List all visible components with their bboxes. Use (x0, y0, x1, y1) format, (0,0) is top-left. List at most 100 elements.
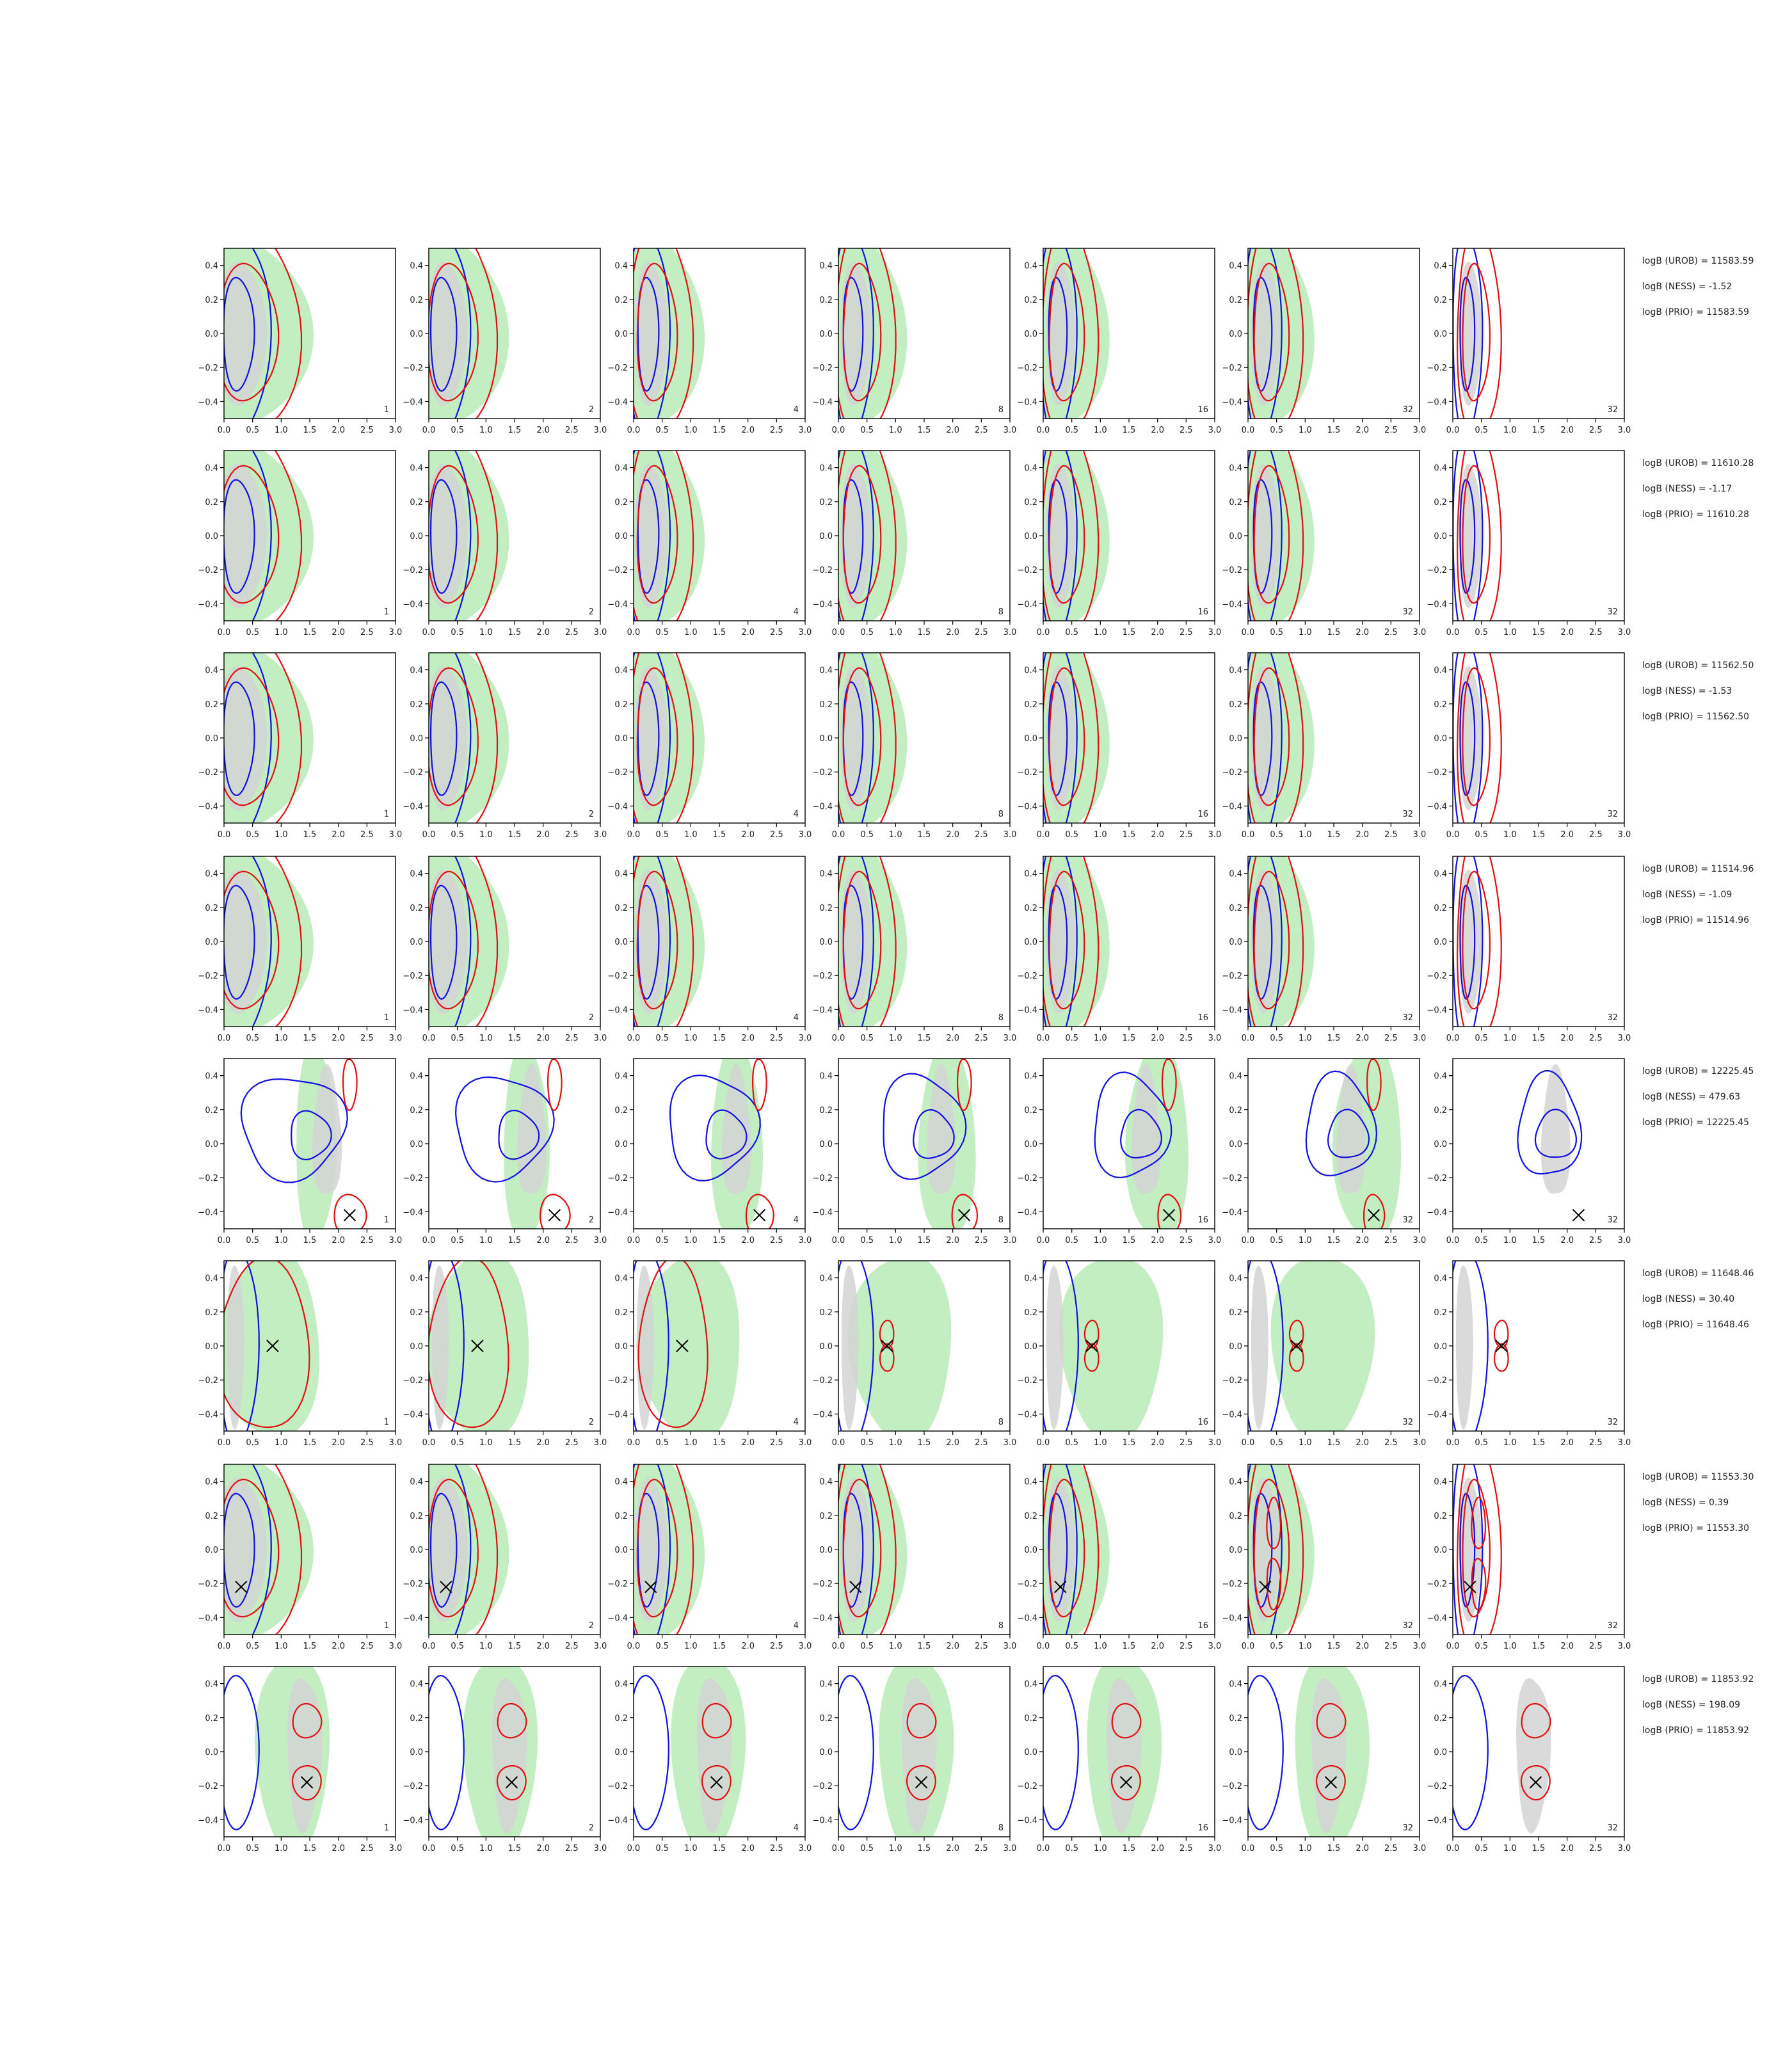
panel: 0.0 0.5 1.0 1.5 2.0 2.5 3.0 0.4 0.2 0.0 −0.2 −0.4 32 (1222, 856, 1426, 1043)
y-tick-label: 0.0 (614, 1140, 628, 1149)
x-tick-label: 1.5 (303, 426, 317, 435)
x-tick-label: 3.0 (1208, 1034, 1222, 1043)
true-value-marker (440, 1580, 452, 1594)
x-tick-label: 1.0 (1503, 1236, 1517, 1245)
y-tick-label: −0.4 (812, 1816, 833, 1825)
x-tick-label: 2.5 (565, 628, 579, 637)
x-tick-label: 1.5 (713, 1642, 726, 1651)
x-tick-label: 3.0 (594, 1844, 607, 1853)
y-tick-label: 0.0 (819, 1342, 833, 1352)
y-tick-label: −0.4 (1222, 1005, 1242, 1015)
kde-gray (1107, 1678, 1142, 1834)
contour-blue-outer (1043, 451, 1078, 621)
panel-label: 32 (1607, 1013, 1618, 1023)
panel-label: 16 (1197, 1621, 1208, 1631)
x-tick-label: 0.5 (451, 1844, 464, 1853)
panel-contours (240, 1059, 367, 1229)
x-tick-label: 3.0 (1618, 1438, 1631, 1448)
x-tick-label: 0.5 (246, 1642, 259, 1651)
x-tick-label: 2.5 (565, 1236, 579, 1245)
panel: 0.0 0.5 1.0 1.5 2.0 2.5 3.0 0.4 0.2 0.0 −0.2 −0.4 1 (198, 652, 402, 840)
kde-gray (635, 666, 668, 811)
panel-contours (1453, 1261, 1509, 1431)
contour-red-inner (842, 667, 882, 806)
x-tick-label: 0.5 (655, 1844, 669, 1853)
panel: 0.0 0.5 1.0 1.5 2.0 2.5 3.0 0.4 0.2 0.0 −0.2 −0.4 1 (198, 1058, 402, 1245)
x-tick-label: 3.0 (594, 426, 607, 435)
x-tick-label: 2.0 (536, 1642, 550, 1651)
y-tick-label: 0.4 (614, 1072, 628, 1082)
x-tick-label: 2.0 (741, 426, 755, 435)
x-tick-label: 2.5 (360, 426, 374, 435)
contour-red-top (1266, 1496, 1281, 1549)
y-tick-label: 0.2 (1024, 1106, 1037, 1116)
x-tick-label: 2.5 (1384, 1034, 1398, 1043)
x-tick-label: 2.0 (332, 1034, 345, 1043)
contour-blue-inner (224, 479, 255, 595)
x-tick-label: 1.5 (303, 1236, 317, 1245)
y-tick-label: −0.2 (198, 1174, 218, 1183)
true-value-marker (676, 1340, 689, 1352)
panel-label: 32 (1402, 1013, 1413, 1023)
y-tick-label: 0.2 (614, 1714, 628, 1724)
y-tick-label: −0.2 (403, 1580, 423, 1589)
kde-gray (1046, 1477, 1076, 1622)
x-tick-label: 2.5 (770, 830, 783, 840)
panel: 0.0 0.5 1.0 1.5 2.0 2.5 3.0 0.4 0.2 0.0 −0.2 −0.4 32 (1222, 652, 1427, 840)
x-tick-label: 2.5 (360, 628, 374, 637)
true-value-marker (1324, 1776, 1338, 1789)
true-value-marker (1572, 1209, 1585, 1222)
contour-blue-outer (1248, 1464, 1283, 1635)
x-tick-label: 0.0 (627, 1844, 641, 1853)
contour-red-inner (1048, 667, 1085, 806)
y-tick-label: 0.4 (1229, 262, 1242, 271)
x-tick-label: 2.0 (536, 1034, 550, 1043)
x-tick-label: 2.0 (1356, 1438, 1369, 1448)
y-tick-label: 0.0 (1229, 532, 1242, 541)
y-tick-label: 0.4 (1434, 1680, 1447, 1690)
stats-line: logB (PRIO) = 11648.46 (1642, 1320, 1749, 1330)
x-tick-label: 2.0 (1356, 426, 1369, 435)
contour-red-bottom (1084, 1343, 1100, 1372)
x-tick-label: 1.5 (1123, 830, 1136, 840)
x-tick-label: 2.5 (1384, 1438, 1398, 1448)
contour-red-outer (745, 1194, 774, 1229)
panel-label: 4 (794, 1215, 799, 1225)
y-tick-label: 0.2 (614, 1106, 628, 1116)
y-tick-label: −0.4 (1427, 1613, 1447, 1623)
contour-red-outer (951, 1194, 979, 1229)
x-tick-label: 2.0 (1560, 1034, 1574, 1043)
kde-gray (840, 1477, 872, 1622)
kde-gray (926, 1064, 956, 1194)
panel: 0.0 0.5 1.0 1.5 2.0 2.5 3.0 0.4 0.2 0.0 −0.2 −0.4 2 (403, 1058, 607, 1245)
y-tick-label: 0.0 (410, 1748, 423, 1757)
x-tick-label: 3.0 (1413, 830, 1427, 840)
y-tick-label: −0.2 (198, 972, 218, 981)
x-tick-label: 2.0 (332, 1642, 345, 1651)
y-tick-label: 0.0 (205, 532, 218, 541)
y-tick-label: −0.2 (607, 1782, 628, 1791)
y-tick-label: 0.0 (410, 532, 423, 541)
x-tick-label: 2.0 (946, 426, 959, 435)
x-tick-label: 2.5 (360, 1642, 374, 1651)
x-tick-label: 0.0 (218, 830, 231, 840)
y-tick-label: 0.0 (819, 734, 833, 744)
contour-red-inner (636, 1478, 678, 1618)
x-tick-label: 1.0 (1094, 426, 1107, 435)
contour-red-inner (1162, 1059, 1177, 1112)
kde-gray (429, 261, 468, 406)
contour-red-inner (842, 262, 882, 402)
kde-gray (1046, 1265, 1064, 1430)
true-value-marker (710, 1776, 723, 1789)
true-value-marker (881, 1340, 893, 1352)
y-tick-label: 0.0 (1229, 1140, 1242, 1149)
y-tick-label: −0.4 (198, 802, 218, 812)
x-tick-label: 0.0 (832, 628, 845, 637)
x-tick-label: 0.5 (1270, 1236, 1283, 1245)
contour-red-inner (429, 667, 479, 806)
x-tick-label: 0.0 (832, 1642, 845, 1651)
y-tick-label: −0.4 (1222, 1816, 1242, 1825)
panel-contours (1517, 1064, 1583, 1194)
x-tick-label: 1.5 (303, 1034, 317, 1043)
kde-gray (224, 869, 268, 1014)
